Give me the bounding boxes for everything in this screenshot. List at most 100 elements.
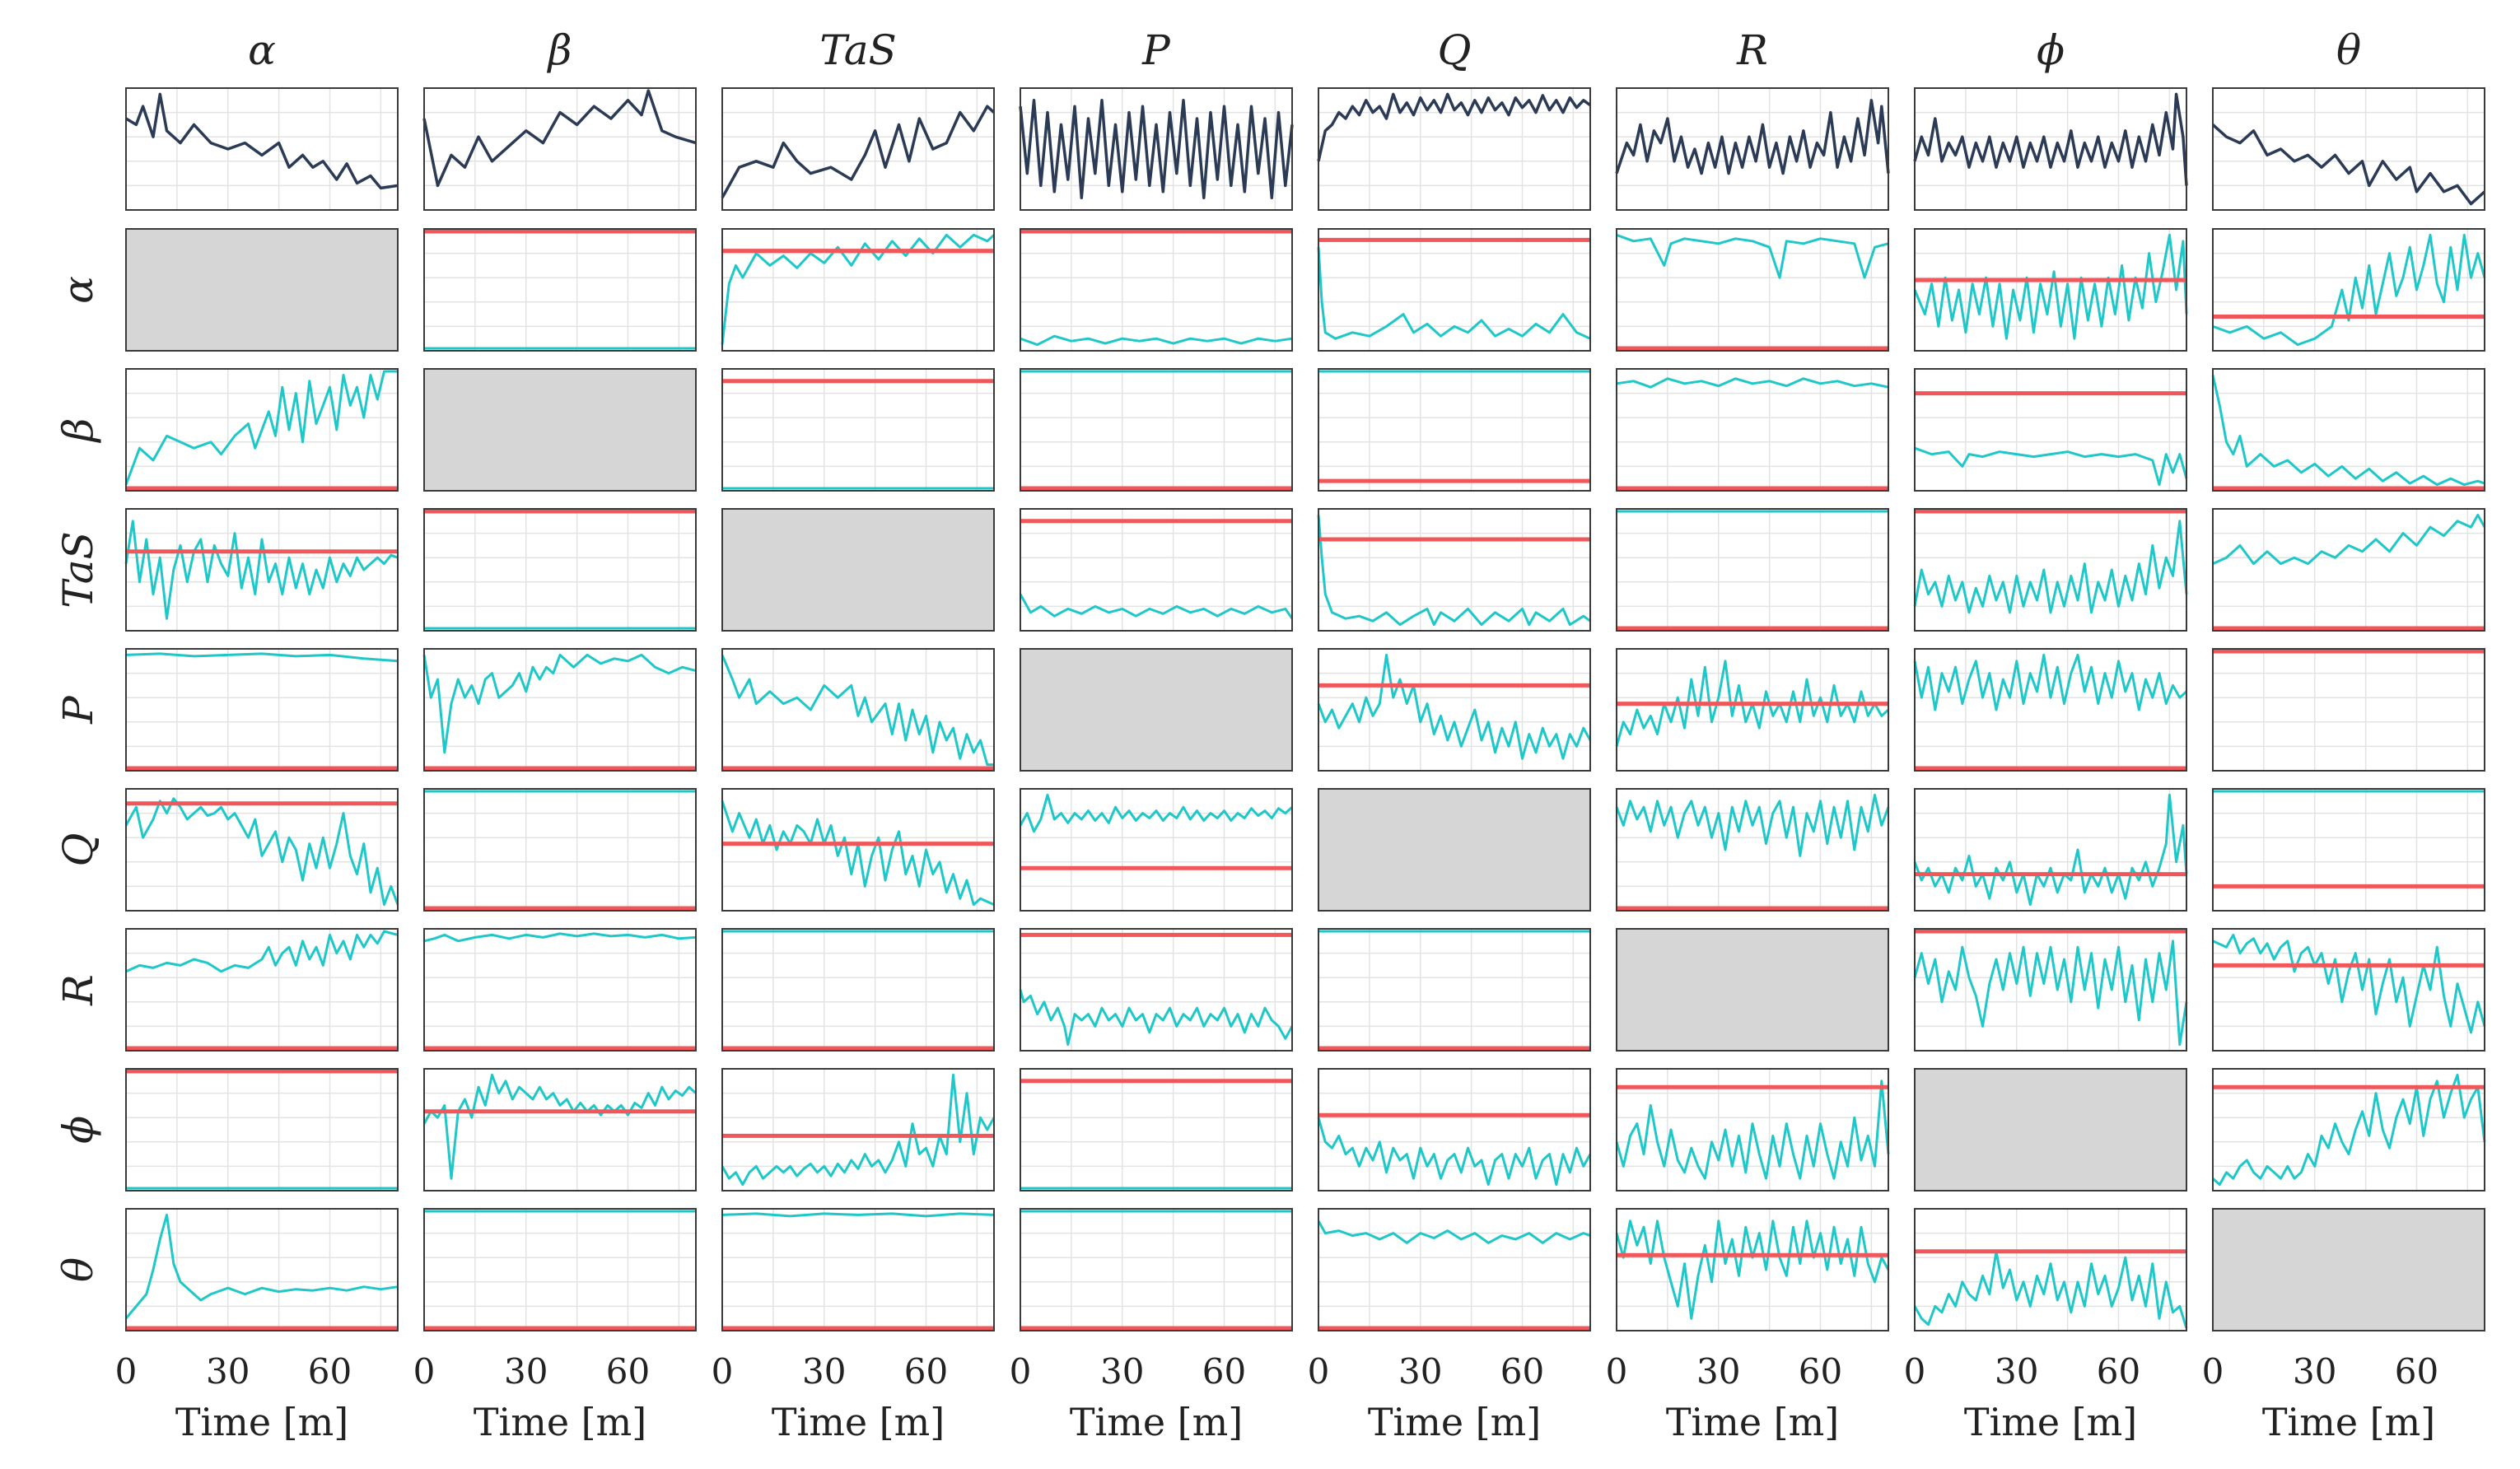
matrix-panel	[2212, 1208, 2485, 1331]
matrix-panel	[1616, 508, 1889, 632]
matrix-panel	[1616, 368, 1889, 492]
series-line	[721, 654, 994, 767]
panel-background	[1020, 1209, 1292, 1331]
panel-frame	[1616, 1208, 1889, 1331]
x-tick-label: 0	[1308, 1351, 1330, 1392]
matrix-panel	[1020, 228, 1293, 352]
matrix-panel	[1913, 228, 2188, 352]
panel-frame	[1616, 788, 1889, 912]
series-line	[1019, 593, 1294, 620]
panel-frame	[1020, 228, 1293, 352]
panel-frame	[1020, 368, 1293, 492]
matrix-panel	[125, 1068, 399, 1192]
series-line	[1913, 1250, 2188, 1329]
row-label: P	[54, 695, 102, 725]
series-line	[1913, 520, 2188, 614]
panel-frame	[1318, 228, 1591, 352]
series-line	[125, 652, 399, 663]
panel-frame	[125, 508, 399, 632]
panel-frame	[1318, 87, 1591, 211]
panel-background	[1318, 1209, 1590, 1331]
panel-frame	[125, 368, 399, 492]
matrix-panel	[422, 1068, 698, 1192]
matrix-panel	[1913, 928, 2188, 1052]
panel-background	[126, 1069, 398, 1191]
series-line	[2212, 513, 2486, 566]
panel-frame	[2212, 508, 2485, 632]
panel-frame	[2212, 788, 2485, 912]
series-line	[124, 370, 398, 486]
x-tick-label: 60	[606, 1351, 650, 1392]
panel-frame	[1318, 508, 1591, 632]
row-label: Q	[54, 833, 102, 867]
diagonal-panel	[1020, 648, 1293, 772]
panel-background	[126, 88, 398, 210]
matrix-panel	[1615, 1208, 1890, 1331]
x-tick-label: 0	[413, 1351, 436, 1392]
x-tick-label: 30	[1995, 1351, 2038, 1392]
panel-frame	[1914, 788, 2187, 912]
series-line	[1317, 653, 1592, 760]
matrix-panel	[1019, 928, 1294, 1052]
panel-frame	[125, 788, 399, 912]
x-axis-label: Time [m]	[1964, 1400, 2137, 1444]
column-title: P	[1141, 26, 1171, 74]
matrix-panel	[721, 1068, 996, 1192]
panel-background	[424, 929, 696, 1051]
matrix-panel	[721, 788, 995, 912]
series-line	[125, 930, 399, 973]
panel-frame	[721, 228, 995, 352]
column-title: R	[1736, 26, 1768, 74]
series-line	[1615, 793, 1890, 857]
panel-frame	[1914, 928, 2187, 1052]
panel-background	[1318, 369, 1590, 491]
panel-frame	[1616, 228, 1889, 352]
panel-frame	[721, 788, 995, 912]
series-line	[1913, 653, 2188, 711]
top-series-line	[2211, 124, 2486, 206]
panel-frame	[423, 648, 697, 772]
x-axis-label: Time [m]	[772, 1400, 945, 1444]
diagonal-panel	[2212, 1208, 2485, 1331]
matrix-panel	[1913, 1208, 2188, 1331]
panel-frame	[2212, 87, 2485, 211]
panel-frame	[2212, 928, 2485, 1052]
series-line	[1019, 989, 1294, 1047]
column-title: β	[547, 26, 572, 74]
x-tick-label: 0	[1606, 1351, 1628, 1392]
series-line	[2212, 933, 2486, 1034]
panel-frame	[423, 788, 697, 912]
matrix-panel	[2211, 368, 2485, 492]
matrix-panel	[2212, 228, 2486, 352]
top-series-line	[1019, 99, 1294, 199]
column-title: Q	[1438, 26, 1472, 74]
top-panel	[2211, 87, 2486, 211]
x-tick-label: 30	[1100, 1351, 1144, 1392]
panel-frame	[1318, 648, 1591, 772]
panel-frame	[2212, 1068, 2485, 1192]
top-series-line	[422, 89, 697, 188]
panel-background	[424, 88, 696, 210]
series-line	[2211, 375, 2485, 487]
panel-frame	[423, 508, 697, 632]
series-line	[1913, 793, 2188, 907]
matrix-panel	[2212, 788, 2485, 912]
row-label: α	[54, 276, 102, 304]
panel-background	[2213, 789, 2485, 911]
column-title: TaS	[819, 26, 897, 74]
panel-background	[1915, 649, 2186, 771]
matrix-panel	[423, 508, 697, 632]
matrix-panel	[124, 508, 399, 632]
panel-background	[424, 229, 696, 351]
diagonal-panel	[1318, 788, 1591, 912]
panel-frame	[1020, 1208, 1293, 1331]
series-line	[124, 520, 399, 620]
matrix-panel	[1615, 1068, 1890, 1192]
series-line	[721, 1212, 995, 1218]
top-panel	[1317, 87, 1592, 211]
x-tick-label: 0	[1010, 1351, 1032, 1392]
panel-frame	[1318, 1068, 1591, 1192]
matrix-panel	[423, 368, 697, 492]
top-panel	[721, 87, 996, 211]
